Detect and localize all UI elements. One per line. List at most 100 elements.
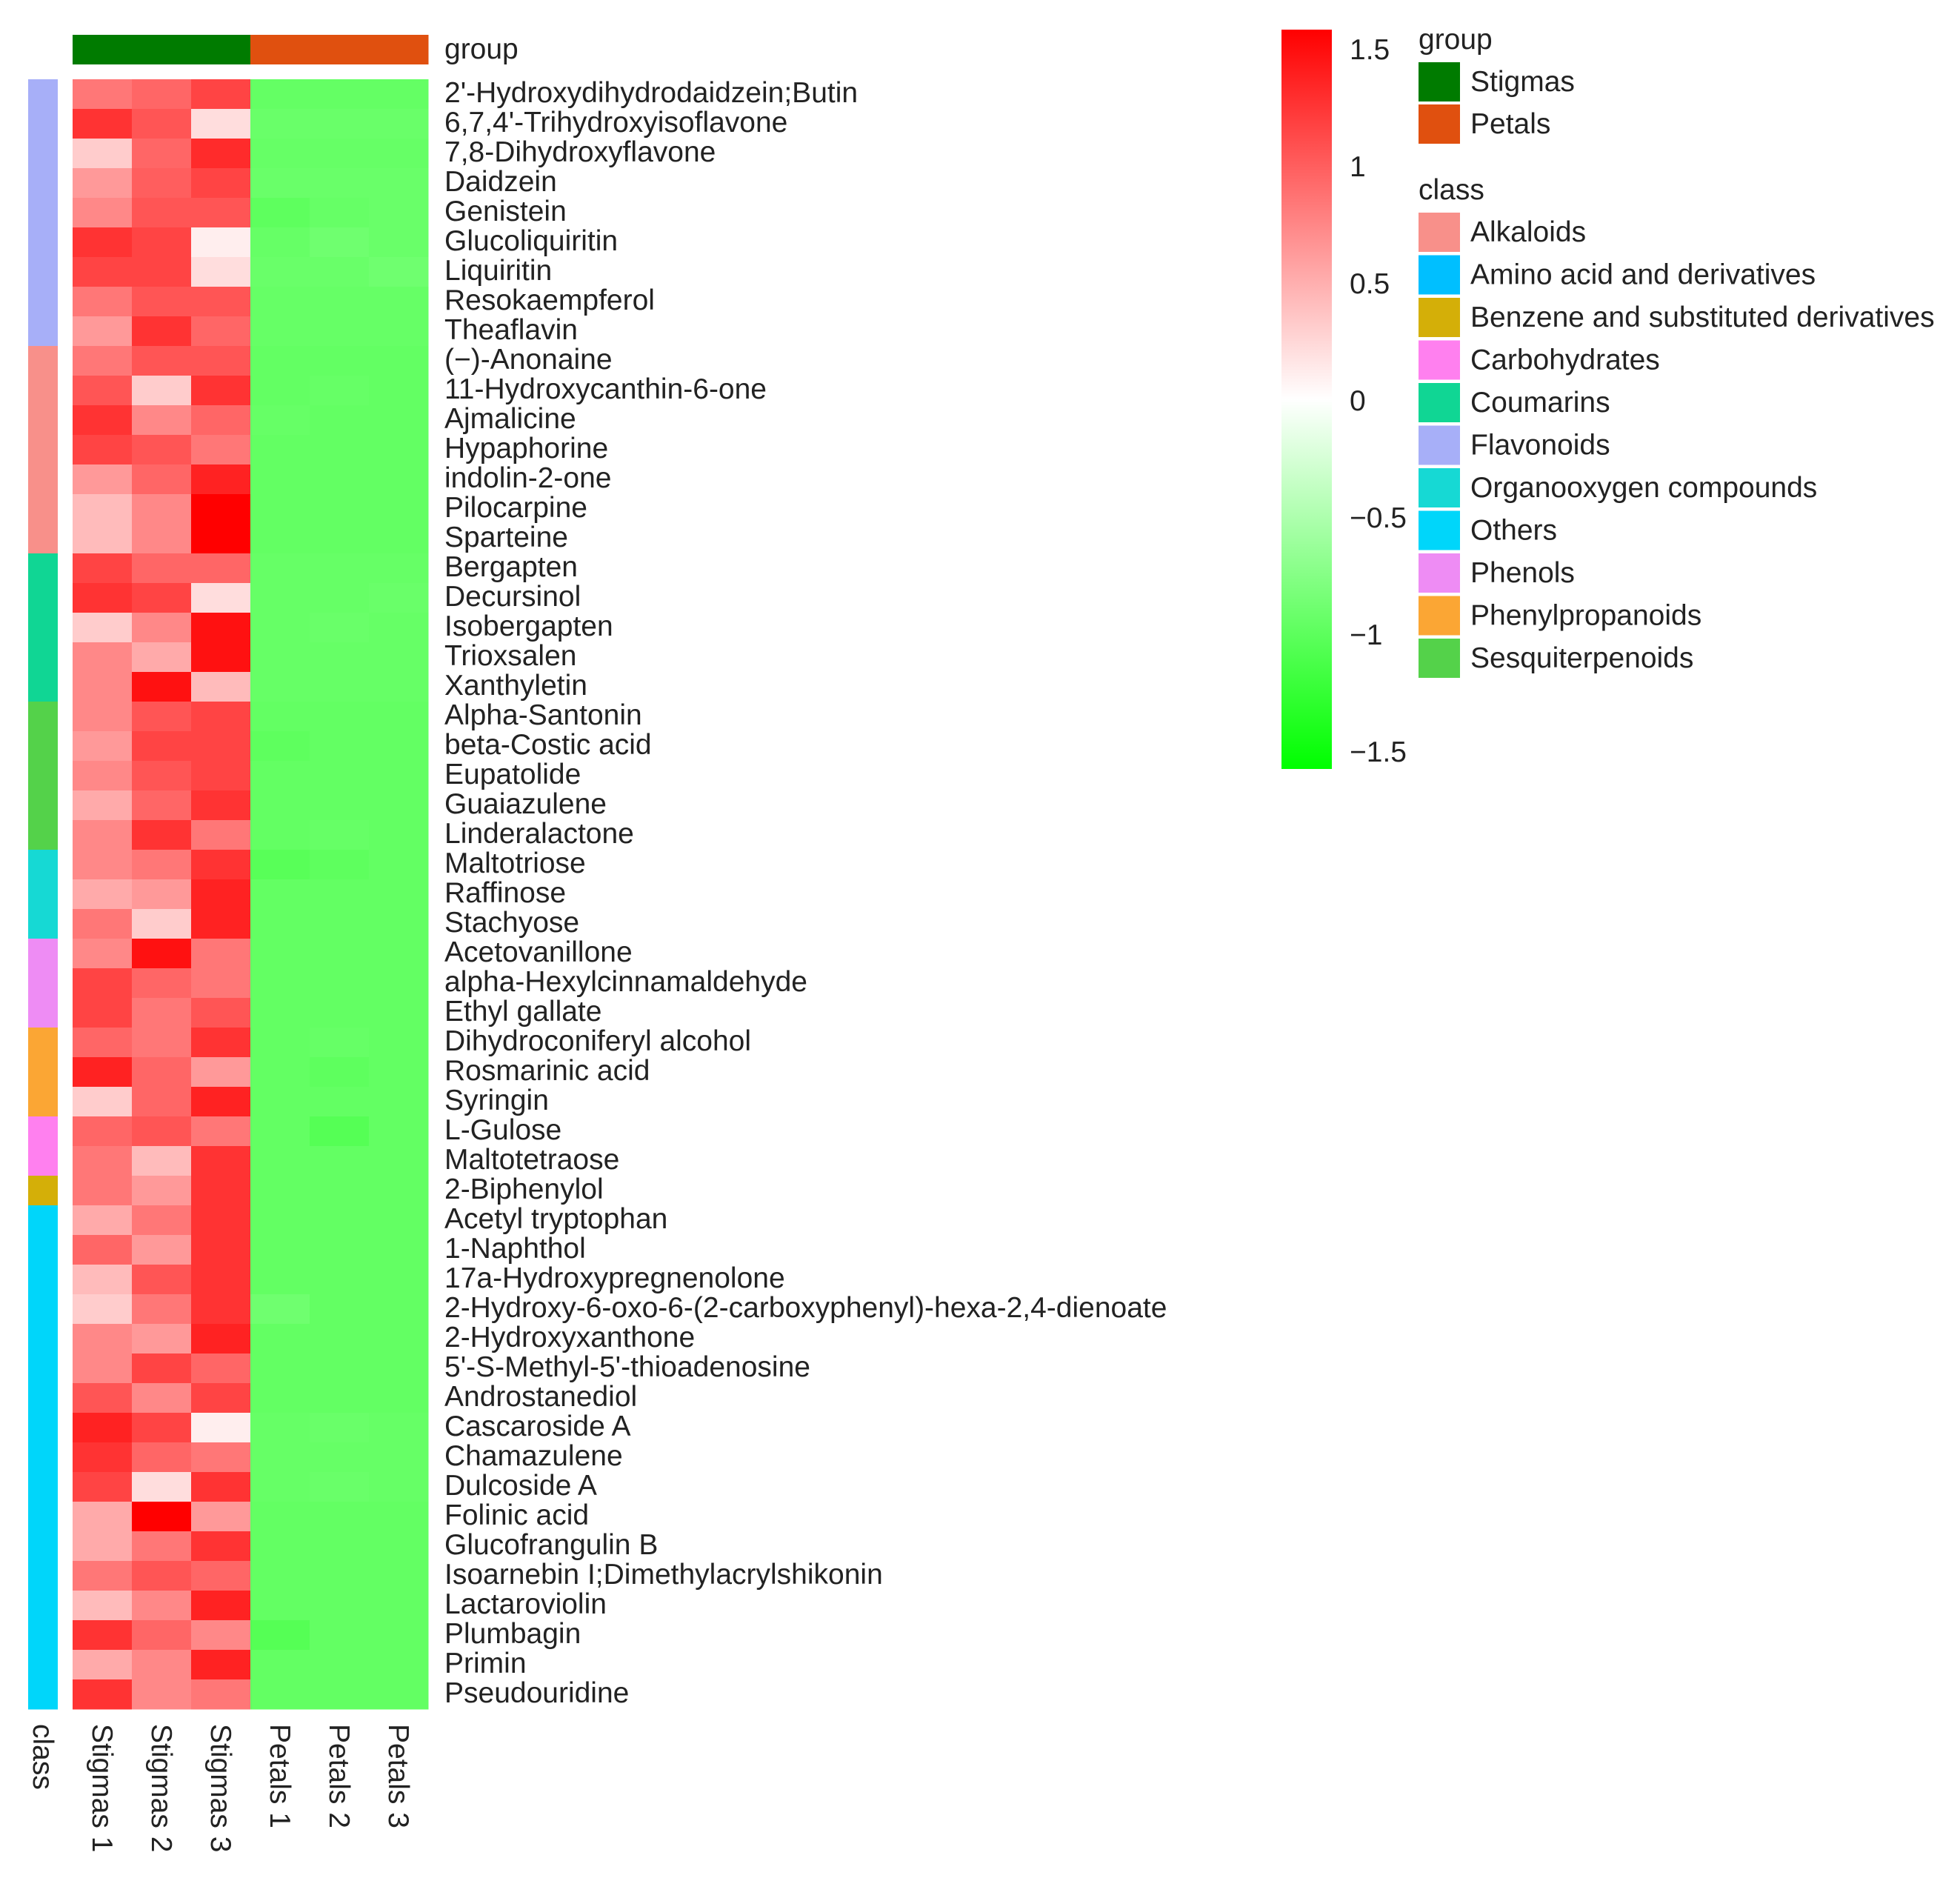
row-label: Sparteine: [444, 522, 568, 553]
heatmap-cell: [73, 879, 133, 910]
row-label: 11-Hydroxycanthin-6-one: [444, 373, 767, 405]
heatmap-cell: [250, 1057, 310, 1088]
heatmap-cell: [250, 198, 310, 228]
class-legend-label: Benzene and substituted derivatives: [1470, 302, 1935, 333]
heatmap-cell: [132, 1205, 192, 1236]
heatmap-cell: [73, 613, 133, 643]
heatmap-cell: [310, 316, 370, 347]
heatmap-cell: [369, 1502, 429, 1532]
class-bar-cell: [28, 198, 58, 228]
heatmap-cell: [191, 198, 251, 228]
heatmap-cell: [191, 1353, 251, 1384]
heatmap-cell: [250, 672, 310, 702]
heatmap-cell: [132, 731, 192, 762]
heatmap-cell: [369, 198, 429, 228]
class-legend-label: Coumarins: [1470, 387, 1610, 419]
class-bar-cell: [28, 1383, 58, 1414]
group-bar-cell: [250, 35, 310, 64]
row-label: 5'-S-Methyl-5'-thioadenosine: [444, 1351, 810, 1383]
heatmap-cell: [73, 376, 133, 406]
heatmap-cell: [191, 879, 251, 910]
class-bar-cell: [28, 524, 58, 554]
heatmap-cell: [250, 1531, 310, 1562]
row-labels: 2'-Hydroxydihydrodaidzein;Butin6,7,4'-Tr…: [444, 77, 1167, 1709]
class-bar-cell: [28, 1087, 58, 1117]
row-label: Eupatolide: [444, 759, 581, 790]
heatmap-cell: [132, 790, 192, 821]
heatmap-cell: [369, 1146, 429, 1176]
heatmap-cell: [369, 1057, 429, 1088]
class-bar-cell: [28, 1679, 58, 1710]
class-bar-cell: [28, 494, 58, 525]
heatmap-cell: [191, 376, 251, 406]
heatmap-cell: [191, 1679, 251, 1710]
heatmap-cell: [250, 1294, 310, 1325]
heatmap-cell: [310, 939, 370, 969]
row-label: Guaiazulene: [444, 788, 607, 820]
heatmap-cell: [310, 1531, 370, 1562]
heatmap-cell: [310, 376, 370, 406]
class-bar-cell: [28, 939, 58, 969]
heatmap-cell: [310, 761, 370, 791]
heatmap-cell: [132, 850, 192, 880]
heatmap-cell: [73, 464, 133, 495]
heatmap-cell: [73, 346, 133, 376]
heatmap-cell: [132, 553, 192, 584]
group-legend-swatch: [1419, 104, 1460, 144]
heatmap-cell: [310, 1146, 370, 1176]
heatmap-cell: [191, 731, 251, 762]
class-bar-cell: [28, 702, 58, 732]
class-bar-cell: [28, 790, 58, 821]
class-bar-cell: [28, 168, 58, 199]
class-legend: Alkaloids Amino acid and derivatives Benze…: [1419, 213, 1935, 678]
heatmap-cell: [310, 1353, 370, 1384]
heatmap-cell: [132, 168, 192, 199]
heatmap-cell: [369, 1679, 429, 1710]
heatmap-cell: [310, 850, 370, 880]
heatmap-cell: [191, 139, 251, 169]
heatmap-cell: [310, 494, 370, 525]
color-scale-tick-label: −0.5: [1350, 502, 1407, 534]
heatmap-cell: [369, 1116, 429, 1147]
row-label: Cascaroside A: [444, 1411, 630, 1442]
heatmap-cell: [369, 1591, 429, 1621]
row-label: Ajmalicine: [444, 403, 576, 435]
heatmap-cell: [369, 1294, 429, 1325]
group-legend-label: Petals: [1470, 108, 1550, 140]
heatmap-cell: [132, 464, 192, 495]
heatmap-cell: [250, 1591, 310, 1621]
heatmap-cell: [73, 731, 133, 762]
class-legend-swatch: [1419, 383, 1460, 422]
heatmap-cell: [191, 702, 251, 732]
heatmap-cell: [73, 198, 133, 228]
heatmap-cell: [250, 1561, 310, 1591]
heatmap-cell: [369, 1472, 429, 1502]
row-label: Acetovanillone: [444, 936, 633, 968]
heatmap-cell: [369, 642, 429, 673]
heatmap-cell: [132, 287, 192, 317]
group-bar-cell: [310, 35, 370, 64]
row-label: Hypaphorine: [444, 433, 608, 464]
heatmap-cell: [310, 287, 370, 317]
class-bar-cell: [28, 1472, 58, 1502]
heatmap-cell: [73, 1650, 133, 1680]
group-bar-cell: [191, 35, 251, 64]
class-legend-label: Others: [1470, 515, 1557, 547]
heatmap-cell: [73, 1413, 133, 1443]
class-legend-swatch: [1419, 213, 1460, 252]
heatmap-cell: [191, 1235, 251, 1265]
heatmap-cell: [250, 287, 310, 317]
class-bar-cell: [28, 1413, 58, 1443]
class-legend-title: class: [1419, 174, 1484, 206]
row-label: Genistein: [444, 196, 567, 227]
row-label: 17a-Hydroxypregnenolone: [444, 1262, 785, 1294]
heatmap-cell: [250, 1472, 310, 1502]
heatmap-cell: [73, 1028, 133, 1058]
heatmap-cell: [191, 257, 251, 287]
heatmap-cell: [73, 1383, 133, 1414]
class-bar-cell: [28, 1028, 58, 1058]
row-label: Maltotriose: [444, 848, 586, 879]
heatmap-cell: [73, 316, 133, 347]
heatmap-cell: [250, 731, 310, 762]
class-bar-cell: [28, 287, 58, 317]
